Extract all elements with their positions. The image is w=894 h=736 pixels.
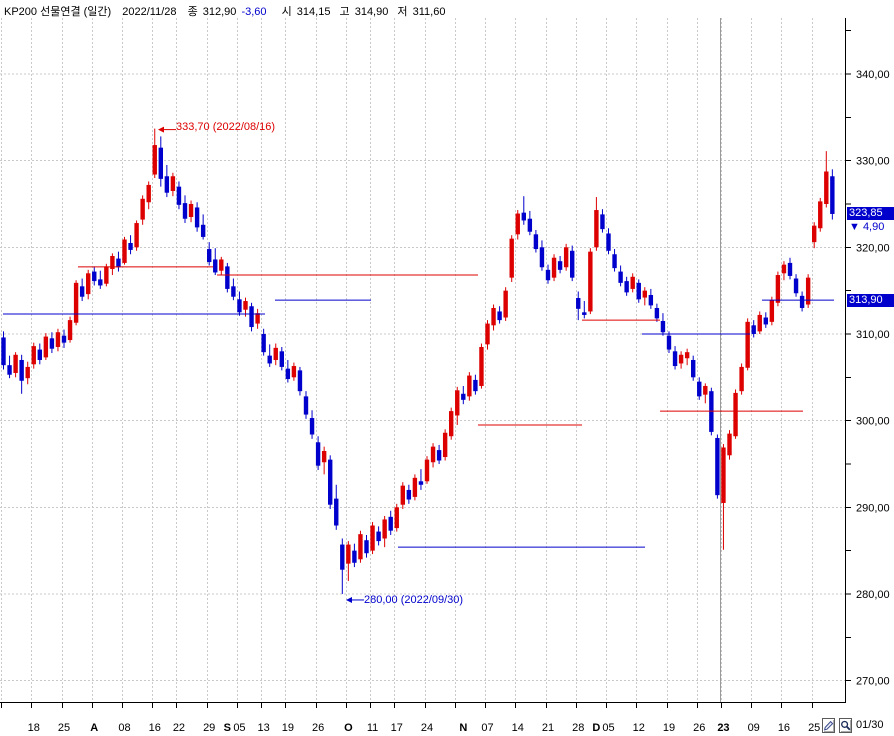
open-value: 314,15 [296,6,331,18]
x-axis-label: 05 [602,722,614,734]
y-axis-label: 310,00 [856,329,890,341]
x-axis-label: 22 [173,722,185,734]
x-axis-label: 24 [421,722,433,734]
close-label: 종 [187,6,198,18]
zoom-tool-button[interactable] [839,718,852,733]
y-axis-label: 290,00 [856,502,890,514]
price-change-marker: ▼ 4,90 [849,221,885,233]
x-axis-label: 05 [233,722,245,734]
candles [1,128,835,594]
x-axis-label: 07 [481,722,493,734]
x-axis-label: 19 [282,722,294,734]
last-date-label: 01/30 [856,719,884,731]
x-axis-label: 29 [203,722,215,734]
y-axis-label: 320,00 [856,242,890,254]
x-axis-label: 16 [149,722,161,734]
magnifier-icon [841,720,851,731]
x-axis-label: O [344,722,353,734]
x-axis-label: S [224,722,231,734]
y-axis-label: 270,00 [856,676,890,688]
draw-tool-button[interactable] [822,718,835,733]
close-value: 312,90 [202,6,237,18]
high-value: 314,90 [354,6,389,18]
last-price-marker: 323,85 [847,207,894,220]
low-label: 저 [397,6,408,18]
x-axis-label: 21 [542,722,554,734]
x-axis-label: 13 [258,722,270,734]
x-axis-label: A [90,722,98,734]
y-axis-label: 330,00 [856,156,890,168]
x-axis-label: 12 [633,722,645,734]
x-axis-label: 14 [512,722,524,734]
x-axis-label: 09 [748,722,760,734]
high-label: 고 [339,6,350,18]
y-axis-label: 280,00 [856,589,890,601]
low-value: 311,60 [412,6,446,18]
x-axis-label: 19 [663,722,675,734]
annotation-low: 280,00 (2022/09/30) [364,594,464,606]
header-date: 2022/11/28 [122,6,177,18]
change-value: -3,60 [241,6,267,18]
x-axis-label: 18 [28,722,40,734]
x-axis-label: 11 [367,722,378,734]
axes: 340,00 330,00 320,00 310,00 300,00 290,00 280,… [0,18,890,734]
x-axis-label: 23 [717,722,729,734]
x-axis-label: 25 [58,722,70,734]
x-axis-label: 17 [391,722,403,734]
x-axis-label: 16 [778,722,790,734]
x-axis-label: 28 [572,722,584,734]
y-axis-label: 300,00 [856,416,890,428]
chart-header: KP200 선물연결 (일간) 2022/11/28 종 312,90 -3,6… [4,3,451,19]
x-axis-label: 08 [118,722,130,734]
annotation-arrows [158,126,364,603]
x-axis-label: D [592,722,600,734]
x-axis-label: 26 [312,722,324,734]
pencil-icon [823,720,834,731]
annotation-high: 333,70 (2022/08/16) [176,121,276,133]
x-axis-label: 26 [693,722,705,734]
instrument-title: KP200 선물연결 (일간) [4,6,112,18]
x-axis-label: N [459,722,467,734]
trend-lines [3,266,834,548]
y-axis-label: 340,00 [856,69,890,81]
x-axis-label: 25 [808,722,820,734]
line-level-marker: 313,90 [847,294,894,307]
open-label: 시 [281,6,292,18]
gridlines [0,18,845,702]
